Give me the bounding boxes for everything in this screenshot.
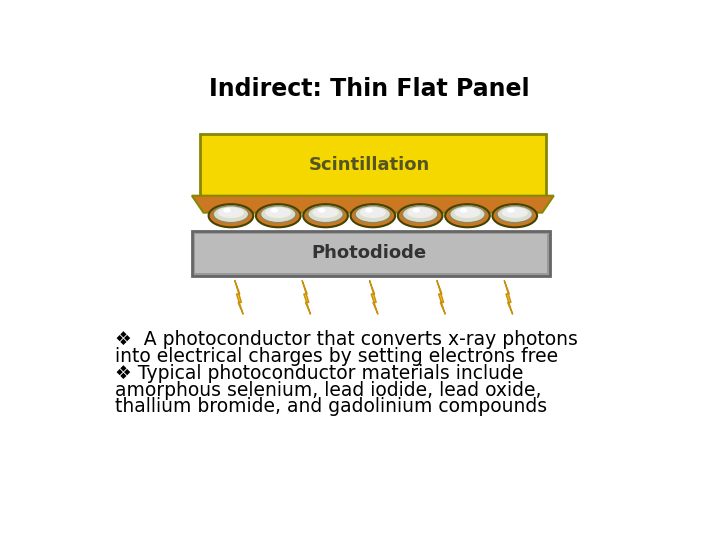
Ellipse shape: [261, 206, 296, 222]
Ellipse shape: [407, 207, 433, 218]
Ellipse shape: [507, 208, 515, 213]
Polygon shape: [192, 195, 554, 213]
Ellipse shape: [271, 208, 278, 213]
Polygon shape: [504, 280, 513, 314]
Polygon shape: [235, 280, 243, 314]
Ellipse shape: [312, 207, 338, 218]
Ellipse shape: [213, 206, 248, 222]
Text: Scintillation: Scintillation: [308, 156, 430, 174]
Ellipse shape: [355, 206, 390, 222]
Ellipse shape: [454, 207, 480, 218]
Text: ❖ Typical photoconductor materials include: ❖ Typical photoconductor materials inclu…: [115, 363, 523, 382]
Ellipse shape: [502, 207, 528, 218]
Ellipse shape: [223, 208, 231, 213]
Ellipse shape: [218, 207, 244, 218]
Polygon shape: [437, 280, 445, 314]
Ellipse shape: [402, 206, 438, 222]
Ellipse shape: [209, 204, 253, 227]
Ellipse shape: [398, 204, 443, 227]
Ellipse shape: [308, 206, 343, 222]
Ellipse shape: [497, 206, 533, 222]
Ellipse shape: [303, 204, 348, 227]
Text: thallium bromide, and gadolinium compounds: thallium bromide, and gadolinium compoun…: [115, 397, 547, 416]
Ellipse shape: [365, 208, 373, 213]
Ellipse shape: [413, 208, 420, 213]
Ellipse shape: [265, 207, 292, 218]
Ellipse shape: [318, 208, 325, 213]
Text: into electrical charges by setting electrons free: into electrical charges by setting elect…: [115, 347, 558, 366]
Ellipse shape: [492, 204, 537, 227]
Ellipse shape: [445, 204, 490, 227]
Ellipse shape: [256, 204, 300, 227]
Text: amorphous selenium, lead iodide, lead oxide,: amorphous selenium, lead iodide, lead ox…: [115, 381, 541, 400]
Bar: [192, 231, 550, 276]
Polygon shape: [369, 280, 378, 314]
Ellipse shape: [450, 206, 485, 222]
Bar: [195, 234, 547, 273]
Ellipse shape: [360, 207, 386, 218]
Polygon shape: [302, 280, 310, 314]
Text: Photodiode: Photodiode: [312, 245, 426, 262]
Text: ❖  A photoconductor that converts x-ray photons: ❖ A photoconductor that converts x-ray p…: [115, 330, 577, 349]
Text: Indirect: Thin Flat Panel: Indirect: Thin Flat Panel: [209, 77, 529, 102]
Ellipse shape: [351, 204, 395, 227]
Ellipse shape: [460, 208, 467, 213]
FancyBboxPatch shape: [199, 134, 546, 195]
